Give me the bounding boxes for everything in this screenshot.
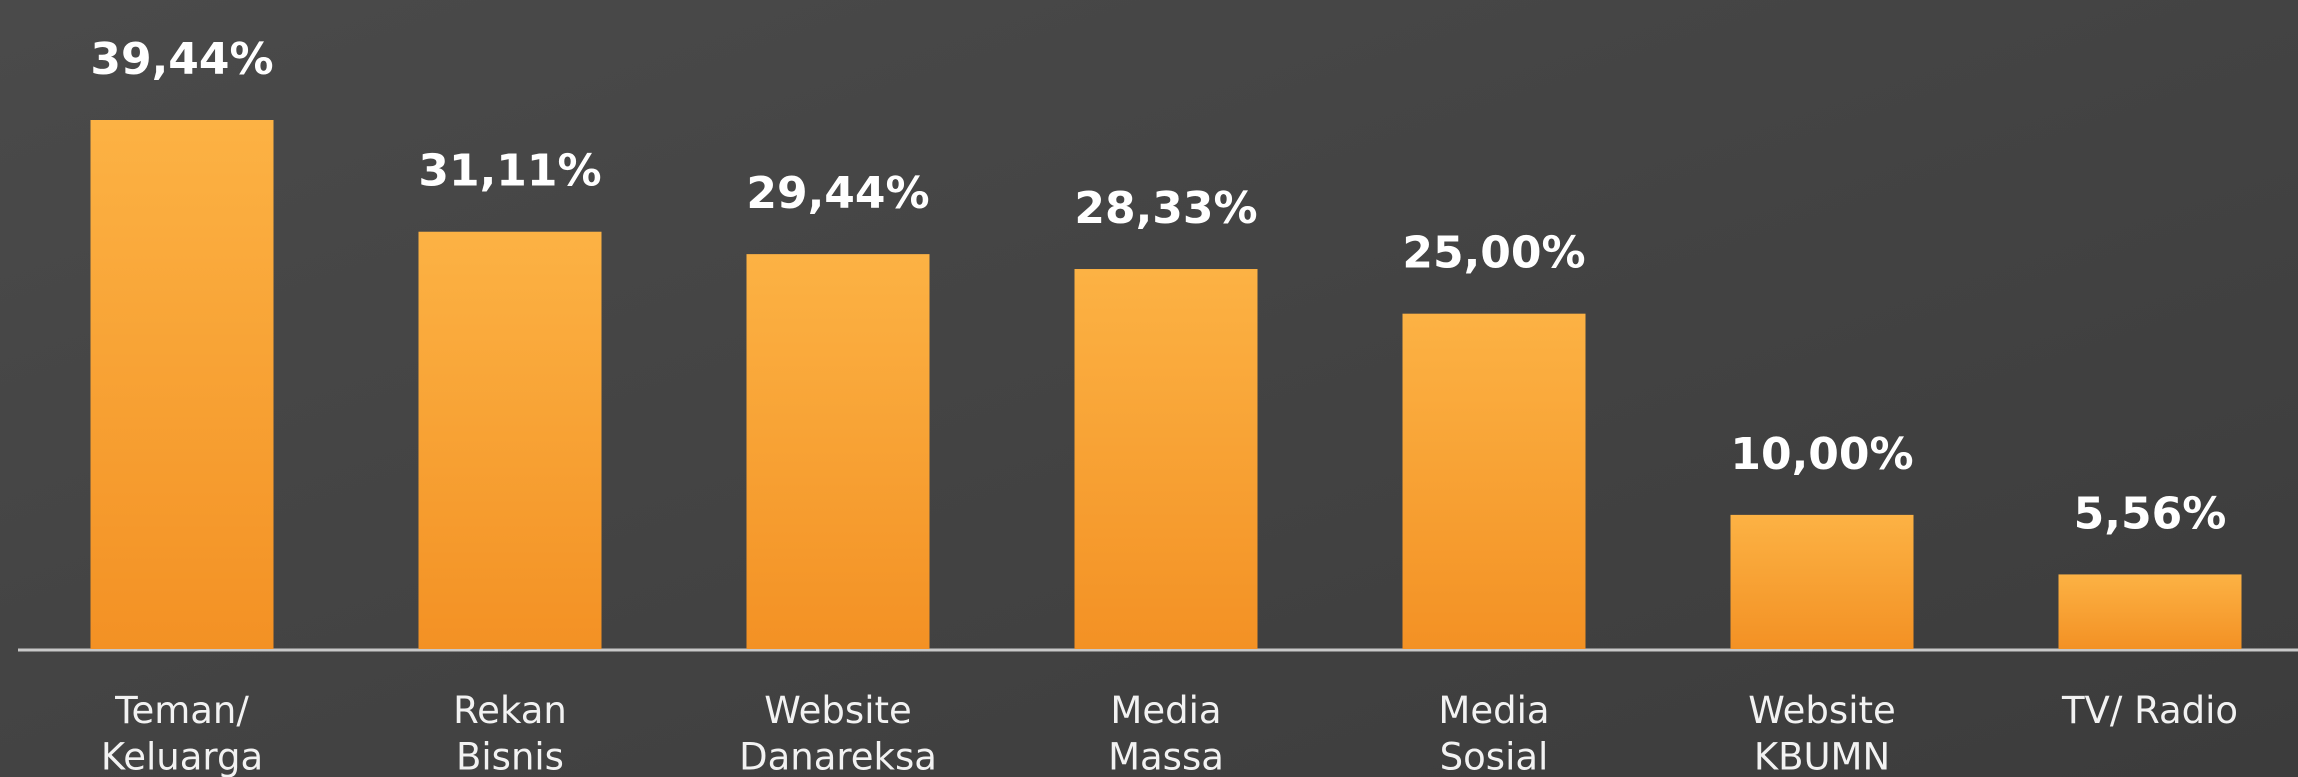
bar	[2058, 574, 2242, 649]
bar	[90, 120, 274, 649]
category-label: Media Sosial	[1438, 689, 1549, 777]
category-label: Media Massa	[1108, 689, 1224, 777]
bar	[1074, 269, 1258, 649]
bar	[746, 254, 930, 649]
value-label: 25,00%	[1402, 228, 1585, 279]
category-label: TV/ Radio	[2061, 689, 2238, 732]
value-label: 5,56%	[2074, 488, 2227, 539]
bar	[418, 231, 602, 649]
bar	[1730, 514, 1914, 649]
value-label: 29,44%	[746, 168, 929, 219]
category-label: Teman/Keluarga	[101, 689, 263, 777]
category-label: Website Danareksa	[739, 689, 937, 777]
value-label: 28,33%	[1074, 183, 1257, 234]
value-label: 39,44%	[90, 34, 273, 85]
category-label: Rekan Bisnis	[453, 689, 567, 777]
category-label: Website KBUMN	[1748, 689, 1896, 777]
value-label: 31,11%	[418, 146, 601, 197]
value-label: 10,00%	[1730, 429, 1913, 480]
bar	[1402, 313, 1586, 649]
